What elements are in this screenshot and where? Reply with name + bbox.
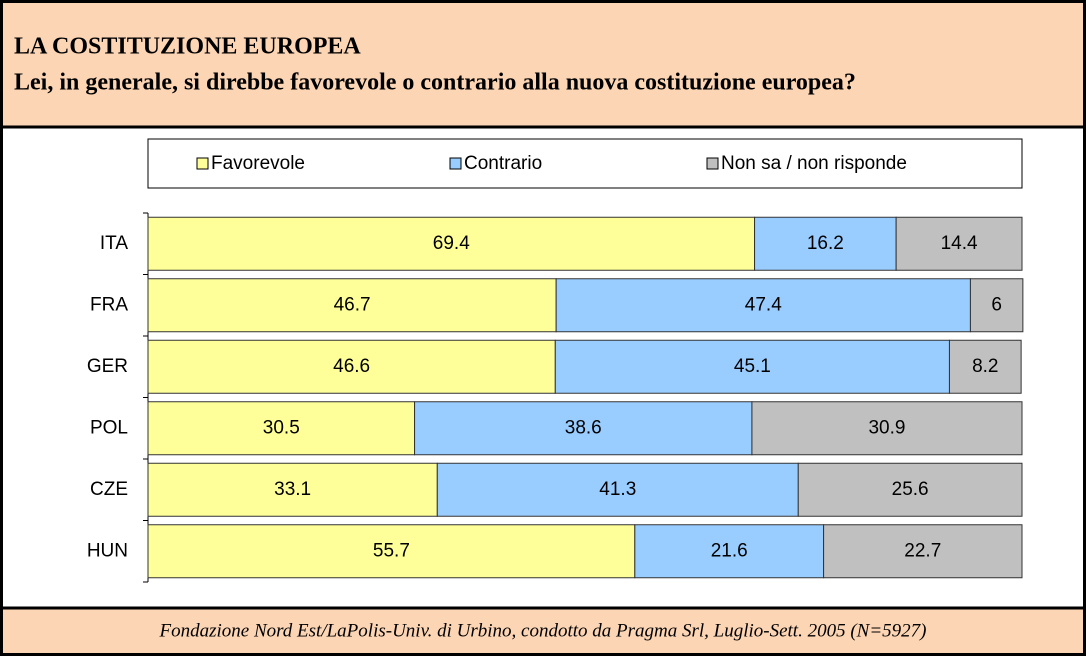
bar-segment — [823, 524, 1023, 579]
header-band — [3, 3, 1083, 126]
legend-label: Non sa / non risponde — [721, 153, 907, 174]
data-label: 46.7 — [334, 294, 371, 315]
bar-segment — [147, 401, 416, 456]
data-label: 30.9 — [868, 417, 905, 438]
data-label: 30.5 — [263, 417, 300, 438]
data-label: 14.4 — [941, 233, 978, 254]
data-label: 21.6 — [711, 540, 748, 561]
bar-segment — [147, 524, 636, 579]
legend-label: Favorevole — [211, 153, 305, 174]
y-tick-label: POL — [90, 417, 128, 438]
data-label: 47.4 — [745, 294, 782, 315]
bar-segment — [414, 401, 753, 456]
bar-segment — [554, 339, 950, 394]
bar-segment — [895, 216, 1023, 271]
y-tick-label: ITA — [100, 233, 128, 254]
data-label: 25.6 — [892, 479, 929, 500]
y-tick-label: CZE — [90, 479, 128, 500]
legend-swatch — [196, 157, 209, 170]
bar-segment — [969, 278, 1024, 333]
y-tick-label: GER — [87, 356, 128, 377]
bar-segment — [634, 524, 825, 579]
legend-label: Contrario — [464, 153, 542, 174]
data-label: 6 — [991, 294, 1002, 315]
data-label: 33.1 — [274, 479, 311, 500]
bar-segment — [948, 339, 1022, 394]
data-label: 22.7 — [904, 540, 941, 561]
data-label: 46.6 — [333, 356, 370, 377]
data-label: 38.6 — [565, 417, 602, 438]
y-tick-label: FRA — [90, 294, 128, 315]
data-label: 45.1 — [734, 356, 771, 377]
bar-segment — [754, 216, 897, 271]
legend-swatch — [449, 157, 462, 170]
bar-segment — [147, 339, 556, 394]
bar-segment — [436, 462, 799, 517]
bar-segment — [555, 278, 971, 333]
chart-title: LA COSTITUZIONE EUROPEA — [14, 34, 361, 60]
y-tick-label: HUN — [87, 540, 128, 561]
data-label: 16.2 — [807, 233, 844, 254]
legend-swatch — [706, 157, 719, 170]
footer-band — [3, 609, 1083, 653]
bar-segment — [147, 462, 438, 517]
source-note: Fondazione Nord Est/LaPolis-Univ. di Urb… — [158, 620, 926, 641]
legend-box — [147, 138, 1023, 189]
bar-segment — [147, 278, 557, 333]
data-label: 69.4 — [433, 233, 470, 254]
bar-segment — [797, 462, 1023, 517]
chart-subtitle: Lei, in generale, si direbbe favorevole … — [14, 70, 856, 96]
data-label: 55.7 — [373, 540, 410, 561]
data-label: 8.2 — [972, 356, 998, 377]
bar-segment — [751, 401, 1023, 456]
data-label: 41.3 — [599, 479, 636, 500]
bar-segment — [147, 216, 756, 271]
